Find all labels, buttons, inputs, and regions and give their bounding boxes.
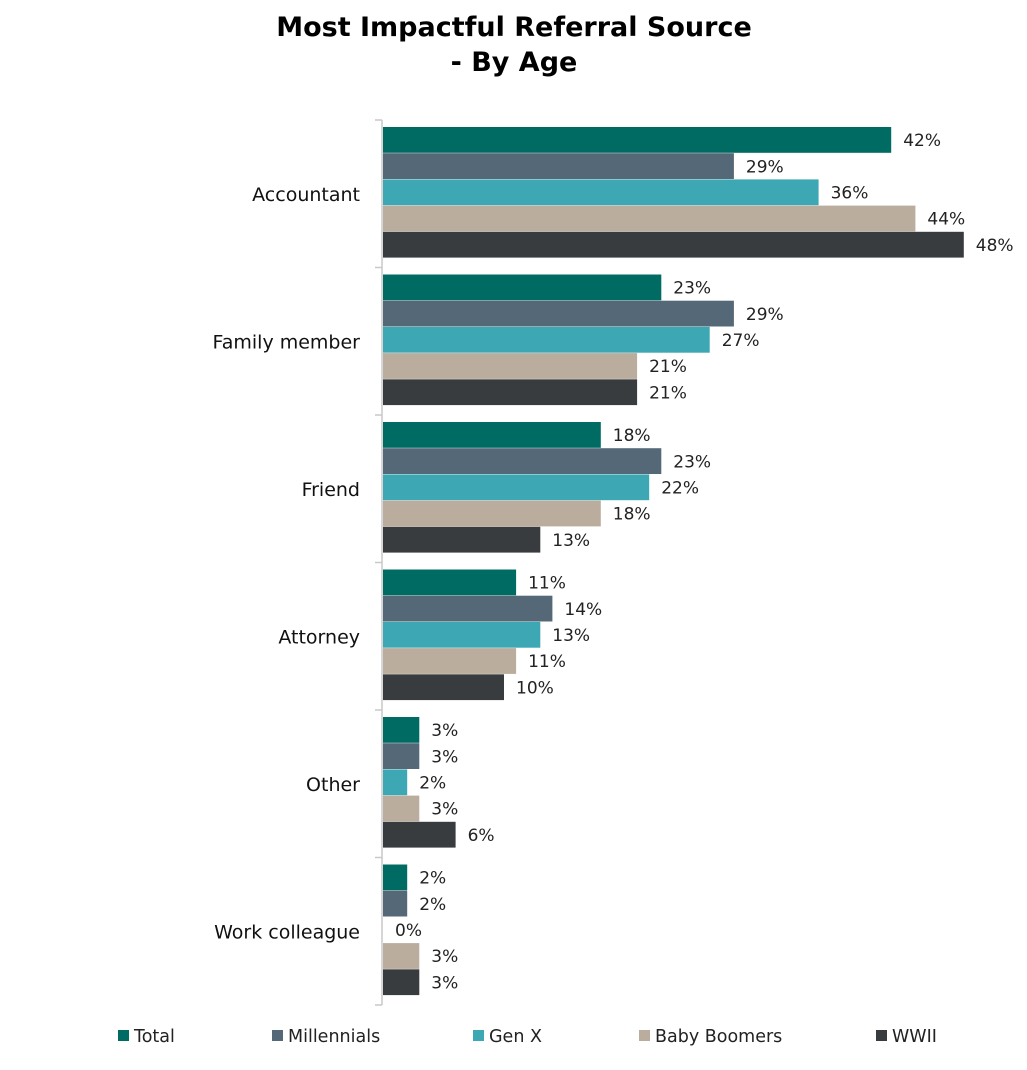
legend-swatch-millennials [272,1030,283,1041]
data-label-accountant-baby-boomers: 44% [927,210,965,230]
data-label-friend-total: 18% [613,426,651,446]
category-label-accountant: Accountant [252,184,360,206]
data-label-family-member-total: 23% [673,279,711,299]
bar-accountant-baby-boomers [383,205,916,232]
data-label-family-member-wwii: 21% [649,383,687,403]
bars-group [383,127,964,996]
data-label-family-member-millennials: 29% [746,305,784,325]
bar-friend-baby-boomers [383,500,601,527]
category-label-family-member: Family member [213,331,361,353]
data-label-accountant-wwii: 48% [976,236,1014,256]
chart-title-line-2: - By Age [451,47,578,78]
legend-label-gen-x: Gen X [489,1027,542,1047]
data-label-family-member-baby-boomers: 21% [649,357,687,377]
data-label-work-colleague-wwii: 3% [431,973,458,993]
data-label-work-colleague-millennials: 2% [419,895,446,915]
data-label-accountant-total: 42% [903,131,941,151]
bar-friend-millennials [383,448,662,474]
bar-accountant-millennials [383,153,734,179]
data-label-friend-millennials: 23% [673,452,711,472]
data-label-accountant-gen-x: 36% [831,184,869,204]
bar-accountant-wwii [383,231,964,258]
data-label-attorney-gen-x: 13% [552,626,590,646]
legend-swatch-total [118,1030,129,1041]
bar-family-member-gen-x [383,326,710,353]
bar-accountant-gen-x [383,179,819,206]
category-label-friend: Friend [302,479,360,501]
data-label-other-wwii: 6% [468,826,495,846]
category-label-other: Other [306,774,360,796]
data-label-friend-gen-x: 22% [661,479,699,499]
data-label-other-total: 3% [431,721,458,741]
category-label-work-colleague: Work colleague [214,921,360,943]
legend-label-millennials: Millennials [288,1027,380,1047]
data-label-attorney-total: 11% [528,574,566,594]
bar-attorney-wwii [383,674,504,701]
bar-family-member-baby-boomers [383,353,638,379]
data-label-work-colleague-baby-boomers: 3% [431,947,458,967]
chart-title: Most Impactful Referral Source - By Age [276,12,752,78]
bar-attorney-total [383,569,517,596]
bar-other-baby-boomers [383,795,420,822]
data-label-other-millennials: 3% [431,747,458,767]
data-label-attorney-millennials: 14% [564,600,602,620]
data-label-attorney-wwii: 10% [516,678,554,698]
bar-work-colleague-total [383,864,408,891]
legend-label-wwii: WWII [892,1027,937,1047]
legend-swatch-baby-boomers [639,1030,650,1041]
bar-attorney-millennials [383,595,553,622]
labels-group: Accountant 42% 29% 36% 44% 48% Family member 23… [213,131,1014,993]
data-label-friend-baby-boomers: 18% [613,505,651,525]
bar-work-colleague-wwii [383,969,420,996]
legend-label-baby-boomers: Baby Boomers [655,1027,782,1047]
legend-swatch-wwii [876,1030,887,1041]
bar-attorney-gen-x [383,621,541,648]
data-label-other-baby-boomers: 3% [431,800,458,820]
bar-other-wwii [383,821,456,848]
bar-work-colleague-baby-boomers [383,943,420,969]
bar-other-total [383,717,420,743]
bar-other-millennials [383,743,420,769]
bar-friend-wwii [383,526,541,553]
data-label-work-colleague-gen-x: 0% [395,921,422,941]
data-label-attorney-baby-boomers: 11% [528,652,566,672]
category-label-attorney: Attorney [278,626,360,648]
bar-family-member-wwii [383,379,638,406]
category-axis [375,119,383,1006]
bar-accountant-total [383,127,892,153]
data-label-friend-wwii: 13% [552,531,590,551]
legend-label-total: Total [133,1027,175,1047]
data-label-other-gen-x: 2% [419,774,446,794]
bar-other-gen-x [383,769,408,796]
bar-family-member-millennials [383,300,734,327]
chart-title-line-1: Most Impactful Referral Source [276,12,752,43]
bar-work-colleague-millennials [383,890,408,917]
data-label-family-member-gen-x: 27% [722,331,760,351]
data-label-work-colleague-total: 2% [419,869,446,889]
legend: Total Millennials Gen X Baby Boomers WWII [118,1027,937,1047]
bar-attorney-baby-boomers [383,648,517,674]
data-label-accountant-millennials: 29% [746,157,784,177]
legend-swatch-gen-x [473,1030,484,1041]
bar-friend-gen-x [383,474,650,501]
bar-family-member-total [383,274,662,301]
bar-friend-total [383,422,601,448]
